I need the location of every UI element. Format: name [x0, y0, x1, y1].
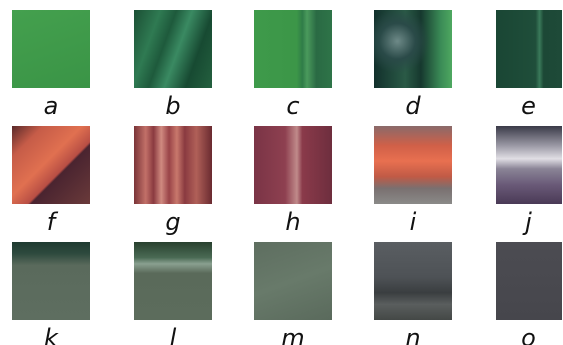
patch-label: a: [12, 94, 90, 118]
patch-label: i: [374, 210, 452, 234]
patch-label: b: [134, 94, 212, 118]
patch-label: e: [495, 94, 562, 118]
image-patch: [254, 242, 332, 320]
image-patch: [496, 242, 562, 320]
patch-label: f: [12, 210, 90, 234]
image-patch: [12, 242, 90, 320]
image-patch: [134, 126, 212, 204]
patch-label: c: [254, 94, 332, 118]
image-patch: [254, 10, 332, 88]
image-patch: [374, 242, 452, 320]
image-patch: [254, 126, 332, 204]
patch-label: d: [374, 94, 452, 118]
patch-label: m: [254, 326, 332, 345]
image-patch: [374, 10, 452, 88]
image-patch: [12, 10, 90, 88]
patch-label: j: [495, 210, 562, 234]
image-patch: [134, 242, 212, 320]
image-patch: [496, 126, 562, 204]
image-patch: [374, 126, 452, 204]
patch-label: h: [254, 210, 332, 234]
patch-label: n: [374, 326, 452, 345]
patch-label: l: [134, 326, 212, 345]
image-patch: [134, 10, 212, 88]
image-patch: [12, 126, 90, 204]
image-patch: [496, 10, 562, 88]
figure: a b c d e f g h i j k l m n o: [0, 0, 563, 345]
patch-label: k: [12, 326, 90, 345]
patch-label: o: [495, 326, 562, 345]
patch-label: g: [134, 210, 212, 234]
